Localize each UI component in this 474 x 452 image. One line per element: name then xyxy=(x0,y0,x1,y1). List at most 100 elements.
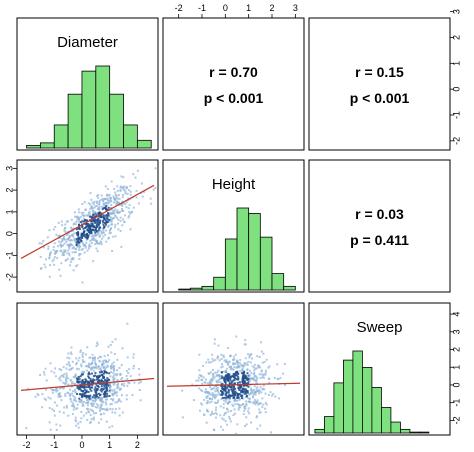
scatter-point xyxy=(80,235,83,238)
scatter-point xyxy=(212,360,215,363)
scatter-point xyxy=(43,371,46,374)
scatter-point xyxy=(105,390,108,393)
scatter-point xyxy=(244,407,247,410)
panel-frame xyxy=(16,17,159,151)
scatter-point xyxy=(64,393,67,396)
scatter-point xyxy=(127,381,130,384)
scatter-point xyxy=(112,365,115,368)
scatter-point xyxy=(272,393,275,396)
scatter-point xyxy=(247,400,250,403)
scatter-point xyxy=(79,386,82,389)
scatter-point xyxy=(104,197,107,200)
scatter-point xyxy=(85,219,88,222)
scatter-point xyxy=(244,339,247,342)
scatter-point xyxy=(97,212,100,215)
scatter-point xyxy=(82,211,85,214)
scatter-point xyxy=(102,202,105,205)
scatter-point xyxy=(90,225,93,228)
scatter-point xyxy=(221,394,224,397)
scatter-point xyxy=(245,400,248,403)
scatter-point xyxy=(69,260,72,263)
scatter-point xyxy=(73,211,76,214)
scatter-point xyxy=(96,196,99,199)
scatter-point xyxy=(242,371,245,374)
scatter-point xyxy=(63,227,66,230)
scatter-point xyxy=(83,201,86,204)
scatter-point xyxy=(243,376,246,379)
scatter-point xyxy=(223,385,226,388)
scatter-point xyxy=(96,376,99,379)
scatter-point xyxy=(96,223,99,226)
scatter-point xyxy=(121,207,124,210)
scatter-point xyxy=(82,370,85,373)
scatter-point xyxy=(102,215,105,218)
scatter-point xyxy=(75,400,78,403)
scatter-point xyxy=(92,210,95,213)
scatter-point xyxy=(78,356,81,359)
scatter-point xyxy=(222,428,225,431)
scatter-point xyxy=(241,394,244,397)
scatter-point xyxy=(116,383,119,386)
scatter-point xyxy=(102,221,105,224)
scatter-point xyxy=(105,403,108,406)
scatter-point xyxy=(90,232,93,235)
scatter-point xyxy=(68,368,71,371)
scatter-point xyxy=(258,390,261,393)
scatter-point xyxy=(242,397,245,400)
scatter-point xyxy=(65,404,68,407)
scatter-diameter-height xyxy=(20,167,157,284)
scatter-point xyxy=(78,226,81,229)
scatter-point xyxy=(103,371,106,374)
scatter-point xyxy=(115,394,118,397)
scatter-point xyxy=(95,241,98,244)
scatter-point xyxy=(113,226,116,229)
scatter-point xyxy=(76,407,79,410)
scatter-point xyxy=(116,197,119,200)
scatter-point xyxy=(222,376,225,379)
scatter-point xyxy=(113,392,116,395)
scatter-point xyxy=(75,220,78,223)
scatter-point xyxy=(92,366,95,369)
scatter-point xyxy=(228,382,231,385)
scatter-point xyxy=(77,220,80,223)
scatter-point xyxy=(53,256,56,259)
scatter-point xyxy=(117,194,120,197)
scatter-point xyxy=(58,236,61,239)
scatter-point xyxy=(227,391,230,394)
scatter-point xyxy=(48,421,51,424)
scatter-point xyxy=(112,235,115,238)
scatter-point xyxy=(74,248,77,251)
scatter-point xyxy=(254,393,257,396)
scatter-point xyxy=(109,407,112,410)
scatter-point xyxy=(76,377,79,380)
scatter-point xyxy=(248,369,251,372)
tick-label: -1 xyxy=(451,399,461,407)
scatter-point xyxy=(112,209,115,212)
scatter-point xyxy=(76,218,79,221)
scatter-point xyxy=(128,189,131,192)
histogram-bar xyxy=(283,285,296,291)
scatter-point xyxy=(105,361,108,364)
scatter-point xyxy=(103,385,106,388)
scatter-point xyxy=(87,224,90,227)
scatter-point xyxy=(214,385,217,388)
scatter-point xyxy=(73,227,76,230)
scatter-point xyxy=(118,398,121,401)
scatter-point xyxy=(108,193,111,196)
scatter-point xyxy=(92,399,95,402)
scatter-point xyxy=(77,385,80,388)
scatter-point xyxy=(89,420,92,423)
scatter-point xyxy=(75,420,78,423)
scatter-point xyxy=(214,390,217,393)
histogram-bar xyxy=(333,382,344,434)
scatter-point xyxy=(84,218,87,221)
scatter-point xyxy=(90,229,93,232)
scatter-point xyxy=(216,374,219,377)
scatter-point xyxy=(206,408,209,411)
scatter-point xyxy=(215,402,218,405)
scatter-point xyxy=(237,375,240,378)
scatter-point xyxy=(208,391,211,394)
scatter-point xyxy=(137,202,140,205)
scatter-point xyxy=(128,204,131,207)
